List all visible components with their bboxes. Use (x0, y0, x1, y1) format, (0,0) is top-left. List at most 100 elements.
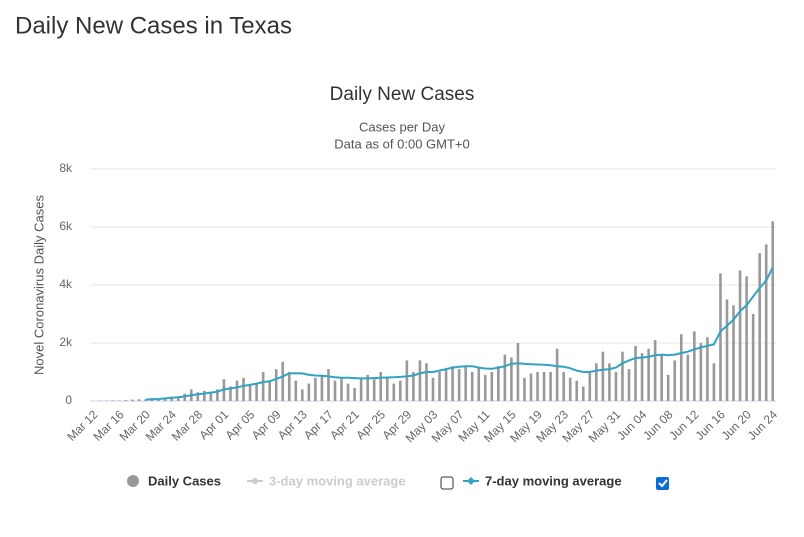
bar (621, 352, 624, 401)
bar (393, 384, 396, 401)
bar (771, 221, 774, 401)
bar (752, 314, 755, 401)
bar (347, 384, 350, 401)
bar (569, 378, 572, 401)
bar (536, 372, 539, 401)
bar (131, 400, 134, 401)
bar (360, 378, 363, 401)
checkbox[interactable] (656, 477, 669, 490)
page-title: Daily New Cases in Texas (15, 12, 292, 39)
y-tick-label: 8k (59, 161, 73, 175)
bar (425, 363, 428, 401)
legend-symbol[interactable] (467, 477, 475, 485)
bar (288, 372, 291, 401)
bar (562, 372, 565, 401)
bar (530, 373, 533, 401)
y-tick-label: 6k (59, 219, 73, 233)
bar (262, 372, 265, 401)
bar (471, 372, 474, 401)
bar (268, 381, 271, 401)
bar (438, 372, 441, 401)
bar (464, 366, 467, 401)
bar (406, 360, 409, 401)
bar (451, 366, 454, 401)
bar (236, 381, 239, 401)
bar (281, 362, 284, 401)
bar (334, 381, 337, 401)
bar (575, 381, 578, 401)
bar (765, 244, 768, 401)
bar (327, 369, 330, 401)
y-tick-label: 0 (65, 393, 72, 407)
checkbox[interactable] (441, 477, 453, 489)
bar (275, 369, 278, 401)
bar (242, 378, 245, 401)
bar (582, 387, 585, 402)
bar (138, 399, 141, 401)
y-tick-label: 4k (59, 277, 73, 291)
bar (693, 331, 696, 401)
bar (295, 381, 298, 401)
bar (634, 346, 637, 401)
chart-subtitle: Data as of 0:00 GMT+0 (334, 136, 469, 151)
y-axis-label: Novel Coronavirus Daily Cases (31, 195, 46, 375)
bar (504, 355, 507, 401)
bar (758, 253, 761, 401)
bar (386, 378, 389, 401)
bar (497, 366, 500, 401)
bar (673, 360, 676, 401)
bar (255, 384, 258, 401)
bar (484, 375, 487, 401)
x-tick-label: Jun 24 (745, 407, 781, 443)
bar (719, 273, 722, 401)
bar (419, 360, 422, 401)
legend-symbol[interactable] (127, 475, 139, 487)
bar (726, 300, 729, 402)
bar (549, 372, 552, 401)
bar (308, 384, 311, 401)
y-tick-label: 2k (59, 335, 73, 349)
bar (477, 368, 480, 401)
legend-label[interactable]: Daily Cases (148, 473, 221, 488)
bar (739, 271, 742, 402)
bar (125, 400, 128, 401)
bar (491, 372, 494, 401)
bar (700, 343, 703, 401)
bar (745, 276, 748, 401)
bar (687, 355, 690, 401)
bar (340, 378, 343, 401)
bar (379, 372, 382, 401)
bar (112, 400, 115, 401)
bar (667, 375, 670, 401)
legend-symbol[interactable] (252, 478, 258, 484)
bar (373, 379, 376, 401)
bar (654, 340, 657, 401)
bar (249, 385, 252, 401)
bar (713, 363, 716, 401)
legend-label[interactable]: 3-day moving average (269, 473, 406, 488)
bar (660, 355, 663, 401)
bar (602, 352, 605, 401)
bar (556, 349, 559, 401)
bar (301, 389, 304, 401)
bar (399, 381, 402, 401)
bar (680, 334, 683, 401)
bar (445, 369, 448, 401)
chart-subtitle: Cases per Day (359, 119, 445, 134)
bar (432, 378, 435, 401)
bar (314, 378, 317, 401)
legend-label[interactable]: 7-day moving average (485, 473, 622, 488)
bar (543, 372, 546, 401)
chart-title: Daily New Cases (330, 84, 475, 105)
bar (615, 372, 618, 401)
bar (628, 369, 631, 401)
bar (523, 378, 526, 401)
bar (458, 369, 461, 401)
bar (353, 388, 356, 401)
bar (517, 343, 520, 401)
bar (641, 353, 644, 401)
bar (595, 363, 598, 401)
bar (589, 372, 592, 401)
bar (321, 375, 324, 401)
